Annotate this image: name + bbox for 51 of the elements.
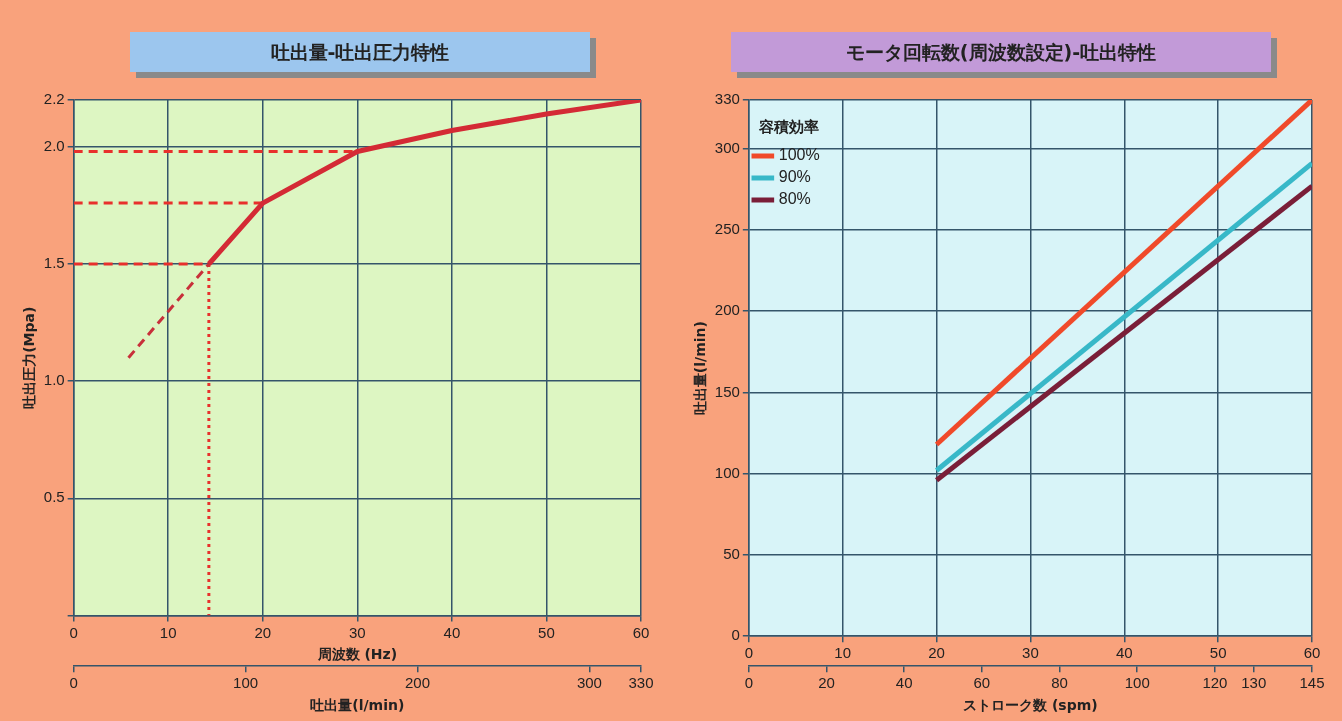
x2-tick-label: 0 (69, 674, 78, 692)
x-tick-label: 30 (348, 623, 366, 641)
x-tick-label: 0 (744, 644, 753, 662)
x-axis-title: 周波数 (Hz) (316, 646, 398, 663)
x-tick-label: 10 (159, 623, 177, 641)
x-tick-label: 60 (632, 623, 650, 641)
x2-tick-label: 20 (818, 674, 835, 692)
x-tick-label: 20 (254, 623, 272, 641)
y-tick-label: 1.5 (43, 254, 65, 272)
x2-tick-label: 120 (1202, 674, 1228, 692)
x-tick-label: 40 (1115, 644, 1133, 662)
x2-tick-label: 60 (973, 674, 991, 692)
x-tick-label: 10 (834, 644, 852, 662)
x2-tick-label: 300 (576, 674, 602, 692)
y-tick-label: 100 (714, 463, 740, 481)
x-tick-label: 60 (1303, 644, 1321, 662)
x-tick-label: 40 (443, 623, 461, 641)
chart-title: 吐出量-吐出圧力特性 (130, 32, 590, 72)
legend-label: 80% (778, 190, 811, 208)
y-tick-label: 330 (714, 90, 740, 108)
legend-title: 容積効率 (758, 117, 820, 135)
y-tick-label: 0.5 (43, 488, 65, 506)
y-axis-title: 吐出量(l/min) (692, 321, 709, 416)
y-tick-label: 2.2 (43, 90, 65, 108)
x2-tick-label: 40 (895, 674, 913, 692)
x-tick-label: 50 (1209, 644, 1227, 662)
x2-tick-label: 130 (1241, 674, 1267, 692)
x2-axis-title: 吐出量(l/min) (310, 697, 405, 714)
chart-title: モータ回転数(周波数設定)-吐出特性 (731, 32, 1271, 72)
x2-tick-label: 80 (1051, 674, 1068, 692)
x-tick-label: 30 (1022, 644, 1039, 662)
x2-tick-label: 0 (744, 674, 753, 692)
x2-tick-label: 100 (1124, 674, 1150, 692)
x-tick-label: 0 (69, 623, 78, 641)
x2-axis-title: ストローク数 (spm) (963, 697, 1098, 714)
y-axis-title: 吐出圧力(Mpa) (21, 306, 38, 409)
y-tick-label: 1.0 (43, 371, 65, 389)
y-tick-label: 300 (714, 138, 740, 156)
y-tick-label: 250 (714, 220, 740, 238)
x2-tick-label: 100 (233, 674, 259, 692)
x2-tick-label: 330 (628, 674, 654, 692)
y-tick-label: 150 (714, 382, 740, 400)
x2-tick-label: 145 (1299, 674, 1325, 692)
y-tick-label: 2.0 (43, 137, 65, 154)
y-tick-label: 200 (714, 301, 740, 319)
x-tick-label: 20 (928, 644, 945, 662)
y-tick-label: 50 (723, 545, 740, 563)
x2-tick-label: 200 (404, 674, 431, 692)
x-tick-label: 50 (538, 623, 555, 641)
legend-label: 100% (778, 146, 820, 164)
legend-label: 90% (778, 168, 811, 186)
